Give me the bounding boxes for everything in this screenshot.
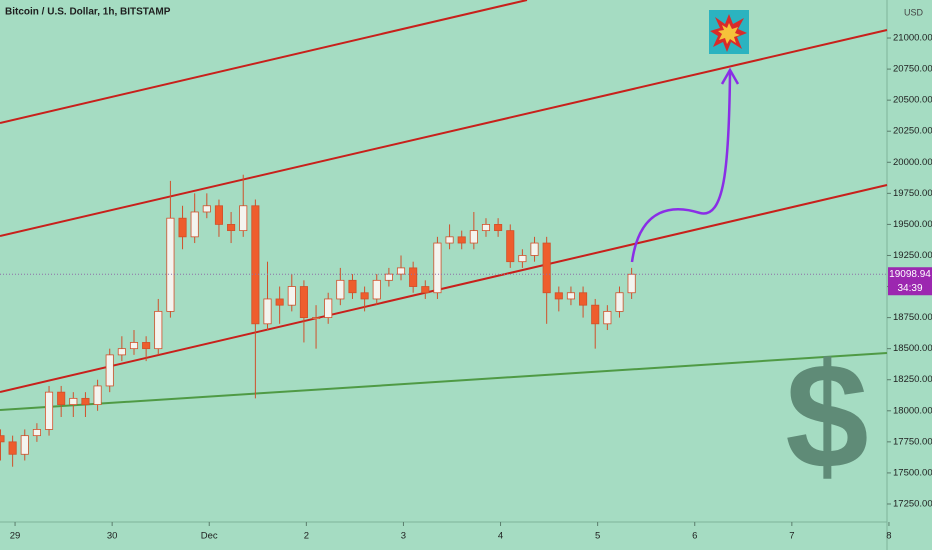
candle-body	[287, 286, 296, 306]
candle-body	[518, 255, 527, 263]
candle-body	[396, 267, 406, 275]
candle-body	[457, 236, 466, 244]
y-tick-label: 18250.00	[893, 374, 932, 385]
y-tick-label: 19750.00	[893, 188, 932, 199]
candle-body	[433, 242, 442, 294]
candle-body	[409, 267, 418, 287]
x-tick-label: 2	[304, 531, 309, 542]
x-tick-label: 29	[10, 531, 21, 542]
candle-body	[8, 441, 17, 455]
candle-body	[445, 236, 454, 244]
candle-body	[481, 224, 491, 232]
candle-body	[506, 230, 515, 263]
candle-body	[202, 205, 211, 213]
candle-body	[93, 385, 102, 405]
candle-body	[603, 310, 612, 325]
candle-body	[627, 273, 636, 294]
y-tick-label: 17750.00	[893, 436, 932, 447]
candle-body	[239, 205, 248, 232]
candle-body	[178, 217, 187, 238]
x-tick-label: 6	[692, 531, 697, 542]
x-tick-label: 7	[789, 531, 794, 542]
candle-body	[69, 397, 78, 405]
y-tick-label: 17250.00	[893, 498, 932, 509]
candle-body	[105, 354, 114, 387]
candle-body	[214, 205, 223, 225]
candle-body	[348, 279, 357, 294]
candle-body	[312, 317, 321, 319]
currency-label: USD	[904, 7, 924, 17]
y-tick-label: 17500.00	[893, 467, 932, 478]
x-tick-label: 3	[401, 531, 406, 542]
projection-arrow	[630, 71, 732, 263]
candle-body	[554, 292, 563, 300]
countdown-label: 34:39	[897, 283, 922, 294]
candle-body	[81, 397, 90, 405]
y-tick-label: 18000.00	[893, 405, 932, 416]
candle-body	[32, 429, 41, 437]
candle-body	[542, 242, 551, 294]
candle-body	[129, 342, 139, 350]
explosion-icon	[709, 10, 749, 54]
candle-body	[360, 292, 369, 300]
x-tick-label: Dec	[201, 531, 218, 542]
last-price-label: 19098.94	[889, 269, 931, 280]
x-tick-label: 30	[107, 531, 118, 542]
candles	[0, 174, 636, 467]
candle-body	[263, 298, 272, 325]
trend-line	[0, 0, 528, 124]
candle-body	[166, 217, 175, 312]
candle-body	[0, 435, 5, 443]
candle-body	[142, 342, 151, 350]
candle-body	[421, 286, 430, 294]
candle-body	[579, 292, 588, 306]
candle-body	[251, 205, 260, 325]
candle-body	[494, 224, 503, 232]
candle-body	[530, 242, 539, 256]
y-tick-label: 18750.00	[893, 312, 932, 323]
y-tick-label: 18500.00	[893, 343, 932, 354]
last-price-box	[888, 267, 932, 296]
arrow-head	[720, 67, 740, 85]
candle-body	[336, 279, 345, 300]
x-tick-label: 4	[498, 531, 503, 542]
chart-title: Bitcoin / U.S. Dollar, 1h, BITSTAMP	[5, 7, 171, 18]
trend-line	[0, 184, 888, 393]
candle-body	[117, 348, 126, 356]
y-tick-label: 19250.00	[893, 250, 932, 261]
dollar-annotation: $	[785, 332, 868, 500]
y-tick-label: 20000.00	[893, 157, 932, 168]
y-tick-label: 20500.00	[893, 95, 932, 106]
candle-body	[566, 292, 575, 300]
candle-body	[154, 310, 163, 350]
y-tick-label: 21000.00	[893, 33, 932, 44]
candle-body	[44, 391, 54, 430]
x-tick-label: 5	[595, 531, 600, 542]
candle-body	[324, 298, 333, 318]
trend-line	[0, 29, 888, 237]
candle-body	[20, 435, 29, 455]
y-tick-label: 20250.00	[893, 126, 932, 137]
candle-body	[227, 224, 236, 232]
candle-body	[372, 279, 381, 300]
x-tick-label: 8	[886, 531, 891, 542]
candle-body	[591, 304, 600, 325]
candle-body	[384, 273, 393, 281]
candle-body	[275, 298, 284, 306]
candle-body	[57, 391, 66, 405]
candle-body	[615, 292, 624, 312]
y-tick-label: 20750.00	[893, 64, 932, 75]
support-line	[0, 352, 888, 411]
y-tick-label: 19500.00	[893, 219, 932, 230]
candle-body	[299, 286, 308, 318]
candle-body	[469, 230, 478, 244]
candle-body	[190, 211, 199, 238]
